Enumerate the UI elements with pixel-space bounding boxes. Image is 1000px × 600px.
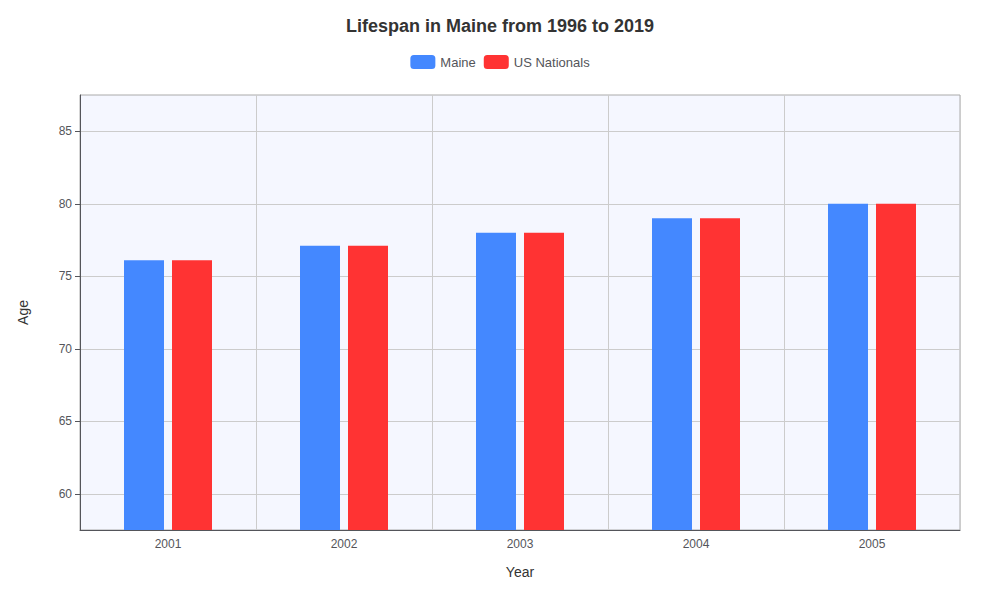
svg-text:2005: 2005	[859, 537, 886, 551]
svg-text:60: 60	[59, 487, 73, 501]
svg-text:2004: 2004	[683, 537, 710, 551]
svg-text:85: 85	[59, 124, 73, 138]
svg-text:Age: Age	[15, 300, 31, 325]
svg-text:75: 75	[59, 269, 73, 283]
svg-text:Lifespan in Maine from 1996 to: Lifespan in Maine from 1996 to 2019	[346, 16, 654, 36]
svg-text:2001: 2001	[155, 537, 182, 551]
svg-text:Maine: Maine	[440, 55, 475, 70]
svg-text:65: 65	[59, 414, 73, 428]
svg-text:80: 80	[59, 197, 73, 211]
svg-text:Year: Year	[506, 564, 535, 580]
svg-text:2002: 2002	[331, 537, 358, 551]
svg-text:US Nationals: US Nationals	[514, 55, 590, 70]
svg-text:2003: 2003	[507, 537, 534, 551]
svg-text:70: 70	[59, 342, 73, 356]
